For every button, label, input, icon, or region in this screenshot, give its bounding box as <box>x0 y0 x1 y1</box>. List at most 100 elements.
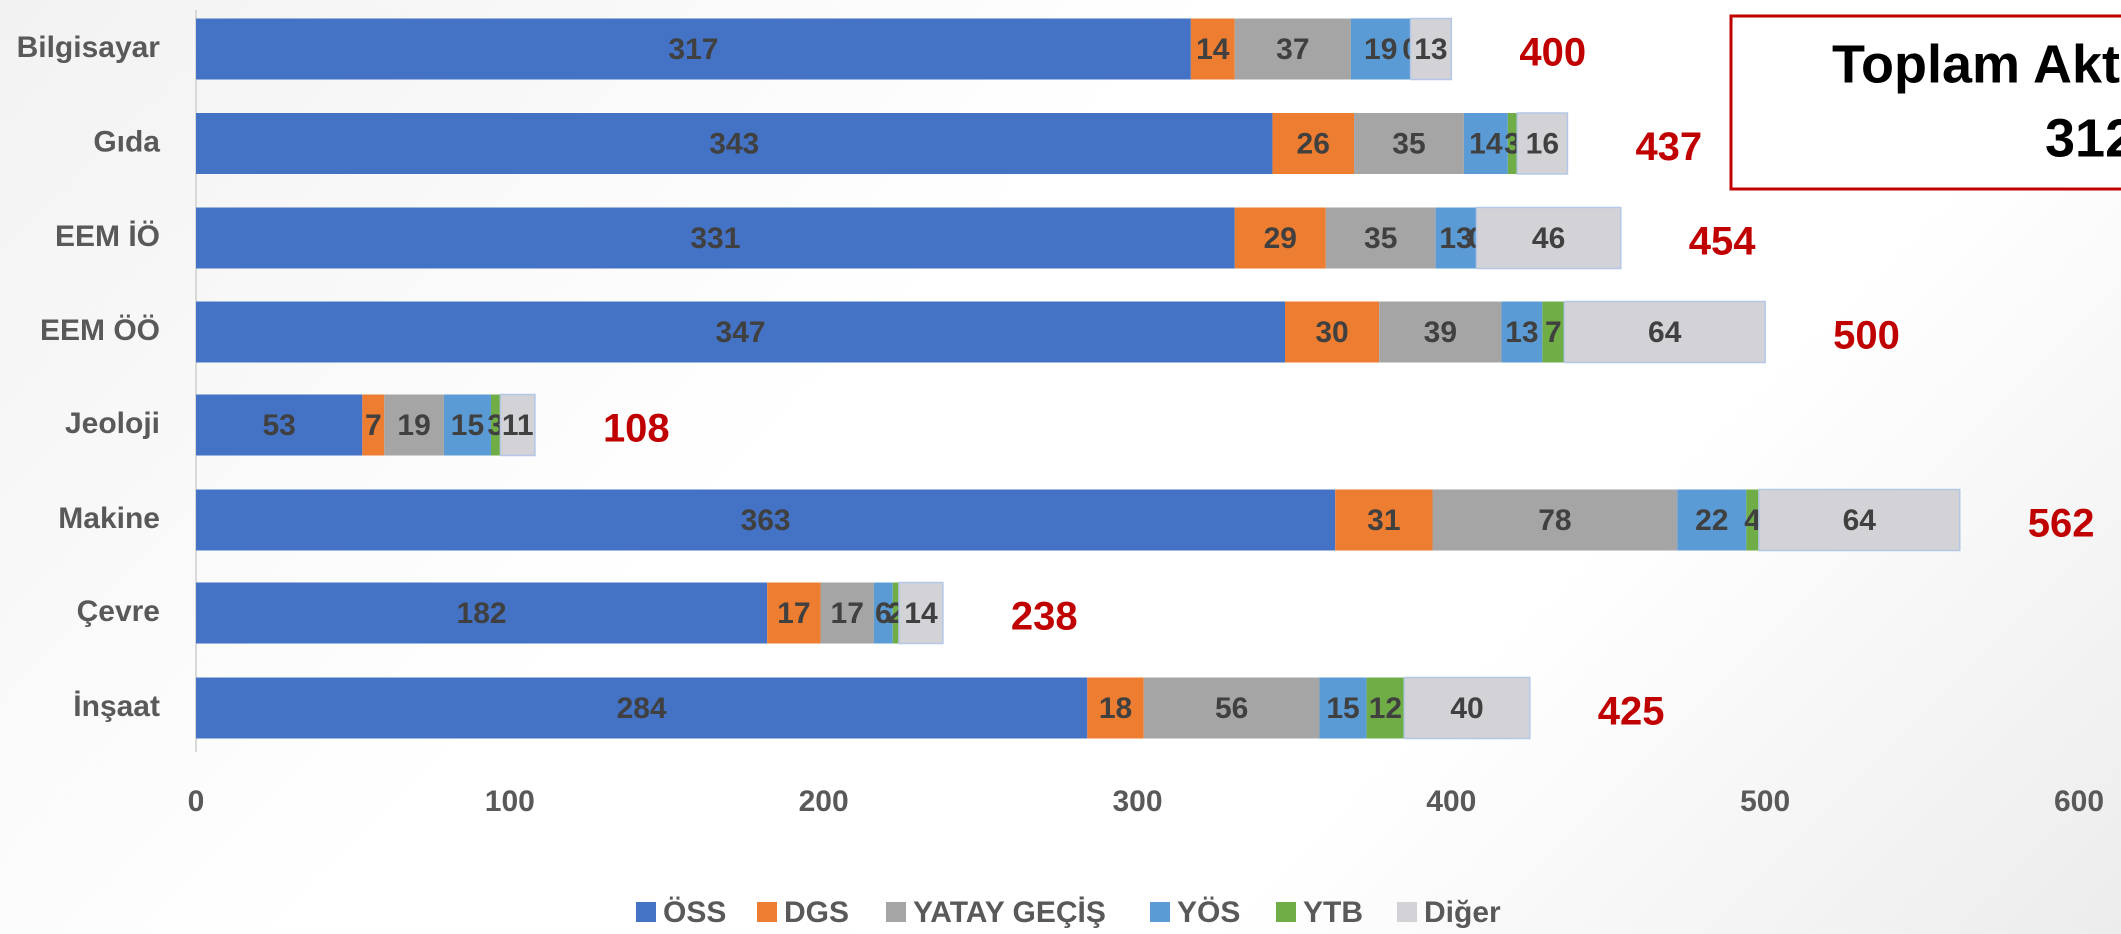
legend-label: YÖS <box>1177 896 1240 929</box>
bar-segment <box>1335 489 1433 551</box>
data-label: 13 <box>1439 222 1472 255</box>
legend-label: YTB <box>1303 896 1363 929</box>
data-label: 26 <box>1297 127 1330 160</box>
bar-segment <box>1285 301 1380 363</box>
legend-label: YATAY GEÇİŞ <box>913 896 1106 929</box>
data-label: 22 <box>1695 504 1728 537</box>
total-label: 238 <box>1011 595 1078 639</box>
bar-segment <box>1366 677 1405 739</box>
data-label: 31 <box>1367 504 1400 537</box>
legend-swatch <box>886 902 906 922</box>
bar-segment <box>384 394 444 456</box>
data-label: 19 <box>1364 33 1397 66</box>
x-tick-label: 400 <box>1426 785 1476 818</box>
data-label: 37 <box>1276 33 1309 66</box>
data-label: 6 <box>875 597 892 630</box>
legend-label: Diğer <box>1424 896 1501 929</box>
bar-segment <box>1190 18 1235 80</box>
x-tick-label: 200 <box>799 785 849 818</box>
bar-segment <box>1542 301 1565 363</box>
annotation-text: 312 <box>2045 108 2121 168</box>
data-label: 39 <box>1424 316 1457 349</box>
total-label: 425 <box>1598 690 1665 734</box>
legend-label: DGS <box>784 896 849 929</box>
y-tick-label: EEM İÖ <box>55 220 160 253</box>
bar-segment <box>1432 489 1678 551</box>
data-label: 7 <box>365 409 382 442</box>
data-label: 4 <box>1744 504 1761 537</box>
data-label: 363 <box>741 504 791 537</box>
bar-segment <box>892 582 899 644</box>
data-label: 317 <box>668 33 718 66</box>
bar-segment <box>898 581 944 645</box>
x-tick-label: 0 <box>188 785 205 818</box>
legend-swatch <box>757 902 777 922</box>
y-tick-label: Makine <box>58 502 160 535</box>
bar-segment <box>196 18 1191 80</box>
bar-segment <box>1507 113 1518 174</box>
bar-segment <box>1272 113 1355 174</box>
x-tick-label: 100 <box>485 785 535 818</box>
annotation-text: Toplam Akt <box>1832 34 2120 94</box>
legend-label: ÖSS <box>663 896 726 929</box>
bar-segment <box>1379 301 1502 363</box>
x-tick-label: 300 <box>1112 785 1162 818</box>
bar-segment <box>1403 676 1531 740</box>
legend-swatch <box>1276 902 1296 922</box>
y-tick-label: Çevre <box>77 595 160 628</box>
x-tick-label: 500 <box>1740 785 1790 818</box>
data-label: 15 <box>451 409 484 442</box>
bar-segment <box>1087 677 1144 739</box>
data-label: 12 <box>1369 692 1402 725</box>
bar-segment <box>1409 17 1453 81</box>
data-label: 284 <box>617 692 667 725</box>
bar-segment <box>443 394 492 456</box>
data-label: 16 <box>1526 127 1559 160</box>
bar-segment <box>362 394 385 456</box>
total-label: 454 <box>1689 220 1756 264</box>
data-label: 64 <box>1843 504 1877 537</box>
bar-segment <box>1563 300 1766 364</box>
x-tick-label: 600 <box>2054 785 2104 818</box>
data-label: 35 <box>1364 222 1397 255</box>
bar-segment <box>196 207 1235 269</box>
data-label: 17 <box>831 597 864 630</box>
bar-segment <box>873 582 893 644</box>
y-tick-label: EEM ÖÖ <box>40 314 160 347</box>
y-tick-label: Gıda <box>93 125 160 158</box>
data-label: 40 <box>1450 692 1483 725</box>
data-label: 343 <box>709 127 759 160</box>
total-label: 108 <box>603 407 670 451</box>
data-label: 18 <box>1099 692 1132 725</box>
bar-segment <box>1234 207 1326 269</box>
data-label: 15 <box>1326 692 1359 725</box>
total-label: 562 <box>2028 502 2095 546</box>
data-label: 46 <box>1532 222 1565 255</box>
bar-segment <box>1677 489 1747 551</box>
bar-segment <box>767 582 821 644</box>
bar-segment <box>820 582 874 644</box>
data-label: 29 <box>1264 222 1297 255</box>
total-label: 437 <box>1635 125 1702 169</box>
bar-segment <box>196 489 1336 551</box>
annotation-box <box>1729 14 2121 191</box>
data-label: 78 <box>1538 504 1571 537</box>
bar-segment <box>1475 206 1622 270</box>
y-tick-label: Bilgisayar <box>17 31 161 64</box>
bar-segment <box>196 677 1088 739</box>
data-label: 64 <box>1648 316 1682 349</box>
bar-segment <box>196 113 1273 174</box>
bar-segment <box>196 301 1286 363</box>
bar-segment <box>499 393 536 457</box>
bar-segment <box>1435 207 1477 269</box>
data-label: 17 <box>777 597 810 630</box>
bar-segment <box>1501 301 1543 363</box>
bar-segment <box>1325 207 1436 269</box>
legend-swatch <box>1397 902 1417 922</box>
bar-segment <box>1143 677 1320 739</box>
bar-segment <box>1463 113 1508 174</box>
data-label: 13 <box>1505 316 1538 349</box>
legend-swatch <box>636 902 656 922</box>
